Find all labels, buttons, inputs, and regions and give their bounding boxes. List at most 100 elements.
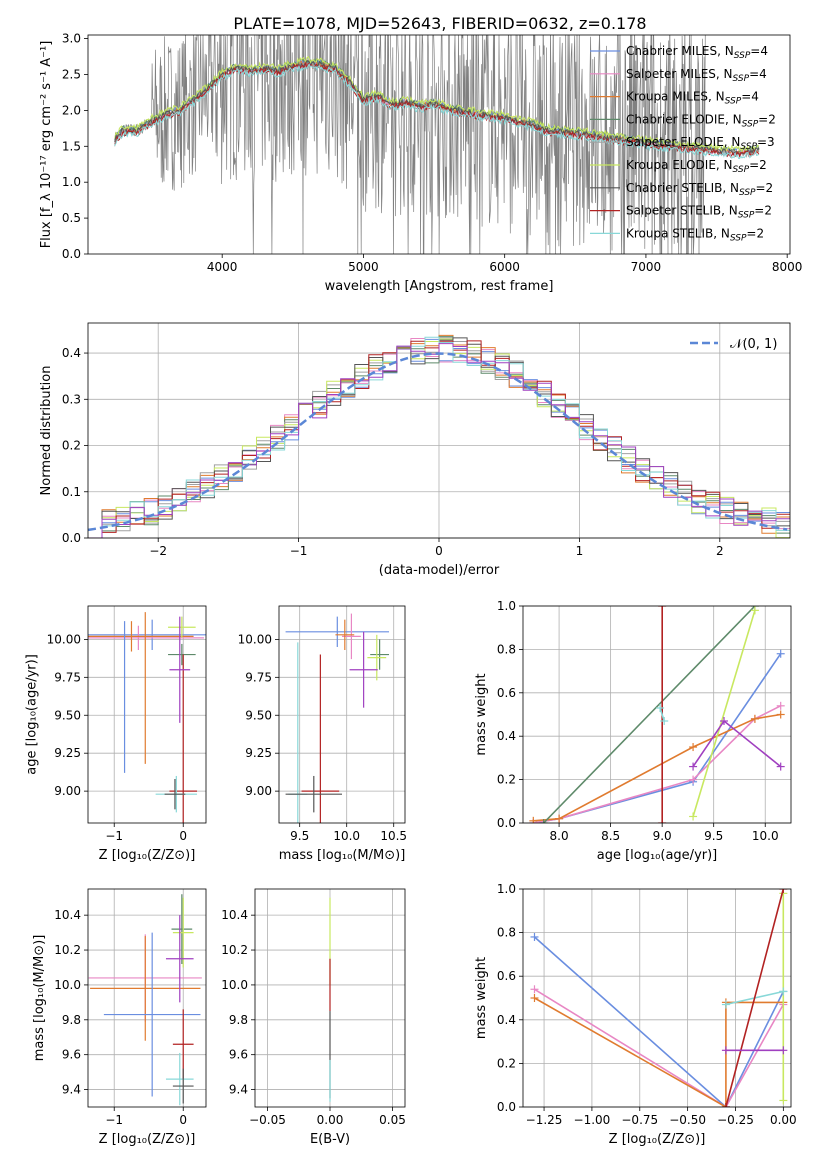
model-fit <box>114 60 760 156</box>
y-tick-label: 10.2 <box>221 943 248 957</box>
y-tick-label: 9.4 <box>229 1083 248 1097</box>
weight-line <box>543 606 756 823</box>
plot-area <box>88 612 206 823</box>
y-tick-label: 9.50 <box>54 708 81 722</box>
y-tick-label: 3.0 <box>62 32 81 46</box>
weight-line <box>533 653 782 823</box>
panel-weight_vs_Z: −1.25 −1.00 −0.75 −0.50 −0.25 0.00 0.0 0.2 0.4 0.… <box>474 882 797 1147</box>
y-tick-label: 0.2 <box>62 439 81 453</box>
y-tick-label: 0.0 <box>62 247 81 261</box>
axes-frame <box>522 605 792 824</box>
y-tick-label: 0.5 <box>62 211 81 225</box>
axes-frame <box>87 605 207 824</box>
y-tick-label: 0.6 <box>497 686 516 700</box>
axes-frame <box>522 888 792 1108</box>
y-tick-label: 0.1 <box>62 485 81 499</box>
weight-line <box>725 889 785 1107</box>
x-tick-label: 0.05 <box>379 1113 406 1127</box>
x-tick-label: 9.5 <box>290 829 309 843</box>
x-tick-label: 10.0 <box>752 829 779 843</box>
legend-entry: Salpeter ELODIE, NSSP=3 <box>626 135 775 152</box>
x-axis-label: Z [log₁₀(Z/Z⊙)] <box>609 1132 706 1147</box>
y-tick-label: 0.4 <box>497 729 516 743</box>
x-tick-label: 8000 <box>772 260 803 274</box>
y-tick-label: 0.8 <box>497 642 516 656</box>
panel-weight_vs_age: 8.0 8.5 9.0 9.5 10.0 0.0 0.2 0.4 0.6 0.8 1.0 age [l… <box>474 599 792 863</box>
x-axis-label: Z [log₁₀(Z/Z⊙)] <box>99 848 196 863</box>
legend-entry: Kroupa STELIB, NSSP=2 <box>626 226 764 243</box>
y-tick-label: 9.6 <box>62 1048 81 1062</box>
legend-entry: Chabrier MILES, NSSP=4 <box>626 44 768 61</box>
y-tick-label: 10.4 <box>221 908 248 922</box>
residual-histogram <box>88 336 790 538</box>
plot-area <box>529 606 785 823</box>
x-tick-label: 4000 <box>207 260 238 274</box>
x-tick-label: 0 <box>179 829 187 843</box>
y-tick-label: 1.0 <box>62 175 81 189</box>
axes-frame <box>254 888 406 1108</box>
weight-line <box>534 988 784 1107</box>
y-tick-label: 0.3 <box>62 392 81 406</box>
y-tick-label: 9.25 <box>54 746 81 760</box>
x-axis-label: E(B-V) <box>310 1132 350 1147</box>
y-tick-label: 0.2 <box>497 773 516 787</box>
y-tick-label: 9.6 <box>229 1048 248 1062</box>
x-tick-label: 8.0 <box>550 829 569 843</box>
y-tick-label: 0.8 <box>497 926 516 940</box>
y-tick-label: 10.0 <box>221 978 248 992</box>
y-axis-label: mass [log₁₀(M/M⊙)] <box>32 935 47 1062</box>
x-tick-label: −1 <box>105 829 123 843</box>
x-tick-label: −2 <box>149 544 167 558</box>
axes-frame <box>87 34 791 255</box>
y-tick-label: 2.0 <box>62 103 81 117</box>
x-tick-label: 9.5 <box>704 829 723 843</box>
plot-area <box>88 334 790 538</box>
y-axis-label: age [log₁₀(age/yr)] <box>25 654 40 775</box>
figure-title: PLATE=1078, MJD=52643, FIBERID=0632, z=0… <box>233 14 646 33</box>
y-tick-label: 9.8 <box>62 1013 81 1027</box>
x-tick-label: 2 <box>716 544 724 558</box>
panel-mass_vs_ebv: −0.05 0.00 0.05 9.4 9.6 9.8 10.0 10.2 10.4 E(B-V) <box>221 888 406 1147</box>
residual-histogram <box>88 343 790 538</box>
legend-entry: Chabrier ELODIE, NSSP=2 <box>626 112 776 129</box>
x-tick-label: 10.5 <box>380 829 407 843</box>
x-tick-label: −1.00 <box>574 1113 611 1127</box>
x-tick-label: 0.00 <box>317 1113 344 1127</box>
weight-line <box>659 707 665 722</box>
y-tick-label: 2.5 <box>62 67 81 81</box>
weight-line <box>534 997 784 1107</box>
x-tick-label: −0.05 <box>249 1113 286 1127</box>
y-tick-label: 1.5 <box>62 139 81 153</box>
x-axis-label: mass [log₁₀(M/M⊙)] <box>279 848 406 863</box>
x-tick-label: 0 <box>179 1113 187 1127</box>
panel-mass_vs_Z: −1 0 9.4 9.6 9.8 10.0 10.2 10.4 Z [log₁₀(Z/Z⊙)] m… <box>32 888 207 1147</box>
panel-age_vs_mass: 9.5 10.0 10.5 9.00 9.25 9.50 9.75 10.00 mass [lo… <box>238 605 407 863</box>
x-tick-label: 6000 <box>489 260 520 274</box>
y-axis-label: mass weight <box>474 957 489 1039</box>
x-axis-label: wavelength [Angstrom, rest frame] <box>325 279 554 294</box>
y-tick-label: 9.50 <box>245 708 272 722</box>
x-tick-label: −1 <box>290 544 308 558</box>
y-tick-label: 0.0 <box>497 816 516 830</box>
y-tick-label: 9.00 <box>245 784 272 798</box>
y-tick-label: 9.8 <box>229 1013 248 1027</box>
legend-entry: Kroupa ELODIE, NSSP=2 <box>626 158 767 175</box>
y-tick-label: 9.75 <box>54 670 81 684</box>
y-tick-label: 0.0 <box>497 1100 516 1114</box>
panel-spectrum: 4000 5000 6000 7000 8000 0.0 0.5 1.0 1.5 2.0 2.5 3.… <box>39 32 803 294</box>
x-tick-label: −1 <box>105 1113 123 1127</box>
y-tick-label: 1.0 <box>497 599 516 613</box>
axes-frame <box>278 605 406 824</box>
x-tick-label: 8.5 <box>601 829 620 843</box>
y-tick-label: 9.00 <box>54 784 81 798</box>
y-tick-label: 0.4 <box>497 1013 516 1027</box>
x-axis-label: age [log₁₀(age/yr)] <box>597 848 718 863</box>
y-axis-label: mass weight <box>474 673 489 755</box>
y-tick-label: 10.00 <box>238 632 272 646</box>
y-axis-label: Flux [f_λ 10⁻¹⁷ erg cm⁻² s⁻¹ A⁻¹] <box>39 41 54 249</box>
y-tick-label: 0.2 <box>497 1056 516 1070</box>
y-tick-label: 1.0 <box>497 882 516 896</box>
y-tick-label: 10.4 <box>54 908 81 922</box>
y-axis-label: Normed distribution <box>39 366 54 496</box>
